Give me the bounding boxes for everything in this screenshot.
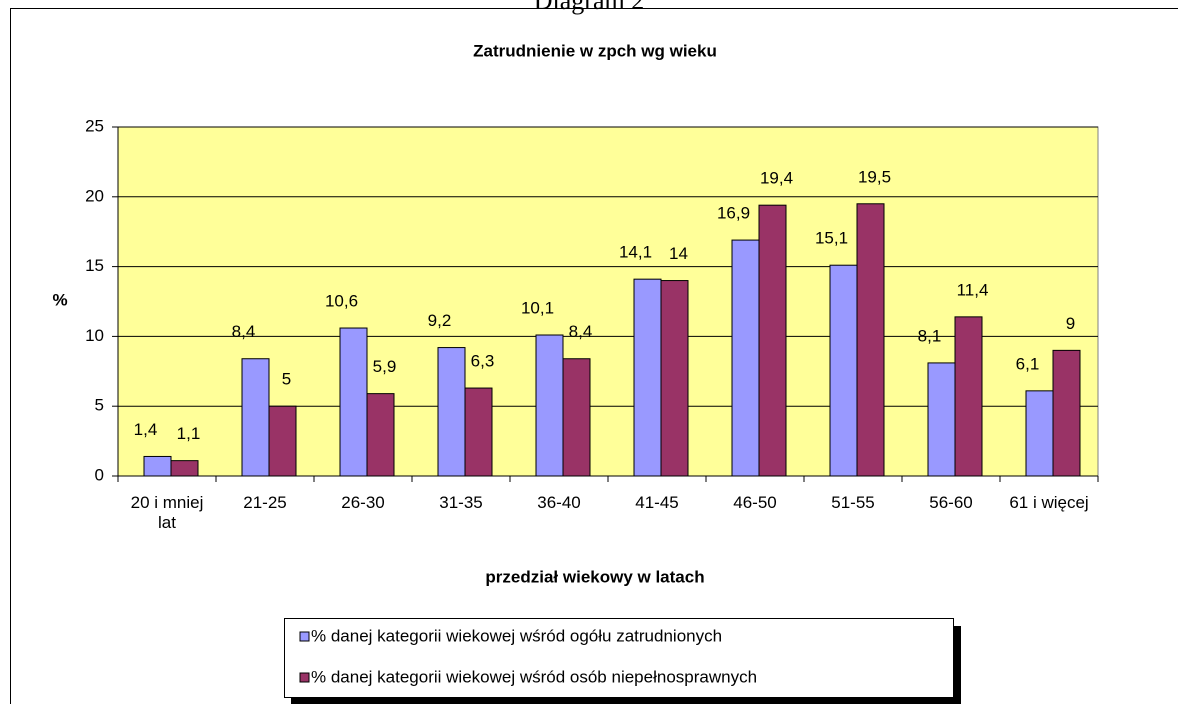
bar — [339, 327, 368, 477]
legend-box — [284, 618, 954, 698]
bar — [633, 278, 662, 477]
bar — [856, 203, 885, 477]
data-label: 8,4 — [569, 322, 593, 341]
data-label: 8,4 — [232, 322, 256, 341]
x-tick-label: 41-45 — [635, 493, 679, 512]
bar — [660, 280, 689, 477]
bar — [170, 460, 199, 477]
y-tick-label: 25 — [85, 116, 104, 135]
x-tick-label: 36-40 — [537, 493, 581, 512]
data-label: 5,9 — [373, 357, 397, 376]
bar — [464, 387, 493, 477]
legend-swatch — [299, 631, 310, 642]
data-label: 16,9 — [717, 204, 750, 223]
bar — [437, 347, 466, 477]
legend-label: % danej kategorii wiekowej wśród osób ni… — [311, 667, 757, 686]
x-tick-label: 21-25 — [243, 493, 287, 512]
bar — [535, 334, 564, 477]
data-label: 14,1 — [619, 243, 652, 262]
y-tick-label: 5 — [95, 396, 104, 415]
data-label: 6,1 — [1016, 354, 1040, 373]
y-axis-label: % — [52, 290, 67, 309]
data-label: 8,1 — [918, 326, 942, 345]
x-tick-label: 20 i mniej lat — [130, 493, 204, 532]
frame — [10, 8, 1178, 704]
x-tick-label: 56-60 — [929, 493, 973, 512]
data-label: 5 — [282, 370, 291, 389]
chart-title: Zatrudnienie w zpch wg wieku — [473, 41, 717, 60]
bar — [731, 239, 760, 477]
data-label: 10,6 — [325, 292, 358, 311]
legend-label: % danej kategorii wiekowej wśród ogółu z… — [311, 626, 722, 645]
data-label: 19,4 — [760, 169, 793, 188]
x-tick-label: 46-50 — [733, 493, 777, 512]
data-label: 1,1 — [177, 424, 201, 443]
y-tick-label: 15 — [85, 256, 104, 275]
bar — [268, 405, 297, 477]
bar — [366, 393, 395, 477]
bar — [562, 358, 591, 477]
y-tick-label: 0 — [95, 465, 104, 484]
bar — [758, 204, 787, 477]
bar — [143, 455, 172, 477]
data-label: 14 — [669, 244, 688, 263]
bar — [1052, 349, 1081, 477]
data-label: 10,1 — [521, 298, 554, 317]
data-label: 9 — [1066, 314, 1075, 333]
data-label: 15,1 — [815, 229, 848, 248]
x-tick-label: 51-55 — [831, 493, 875, 512]
x-axis-label: przedział wiekowy w latach — [485, 567, 704, 586]
data-label: 9,2 — [428, 311, 452, 330]
bar — [1025, 390, 1054, 477]
data-label: 11,4 — [957, 280, 989, 299]
data-label: 6,3 — [471, 352, 495, 371]
bar — [927, 362, 956, 477]
legend-swatch — [299, 672, 310, 683]
bar — [241, 358, 270, 477]
x-tick-label: 61 i więcej — [1009, 493, 1089, 512]
y-tick-label: 10 — [85, 326, 104, 345]
data-label: 19,5 — [858, 167, 891, 186]
bar — [954, 316, 983, 477]
y-tick-label: 20 — [85, 186, 104, 205]
supertitle: Diagram 2 — [533, 0, 645, 15]
data-label: 1,4 — [134, 420, 158, 439]
bar — [829, 264, 858, 477]
x-tick-label: 31-35 — [439, 493, 483, 512]
x-tick-label: 26-30 — [341, 493, 385, 512]
